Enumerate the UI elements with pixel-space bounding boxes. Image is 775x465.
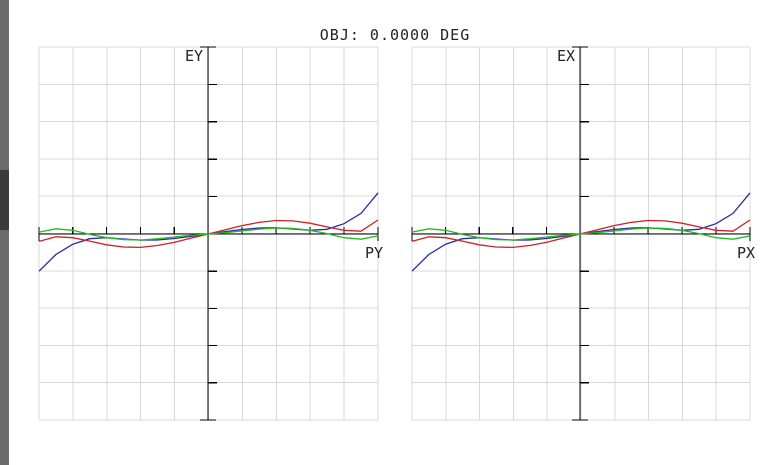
plot-panel-1: EY PY xyxy=(38,46,383,421)
y-axis-label: EY xyxy=(185,47,203,65)
series-line-green xyxy=(411,227,751,241)
x-axis-label: PY xyxy=(365,244,383,262)
plot-panels: EY PY EX PX xyxy=(38,46,755,421)
series-line-green xyxy=(38,227,379,241)
plot-panel-2: EX PX xyxy=(411,46,755,421)
y-axis-label: EX xyxy=(557,47,575,65)
x-axis-label: PX xyxy=(737,244,755,262)
window-left-edge-handle xyxy=(0,170,9,230)
plot-title: OBJ: 0.0000 DEG xyxy=(320,26,470,44)
window-left-edge xyxy=(0,0,9,465)
